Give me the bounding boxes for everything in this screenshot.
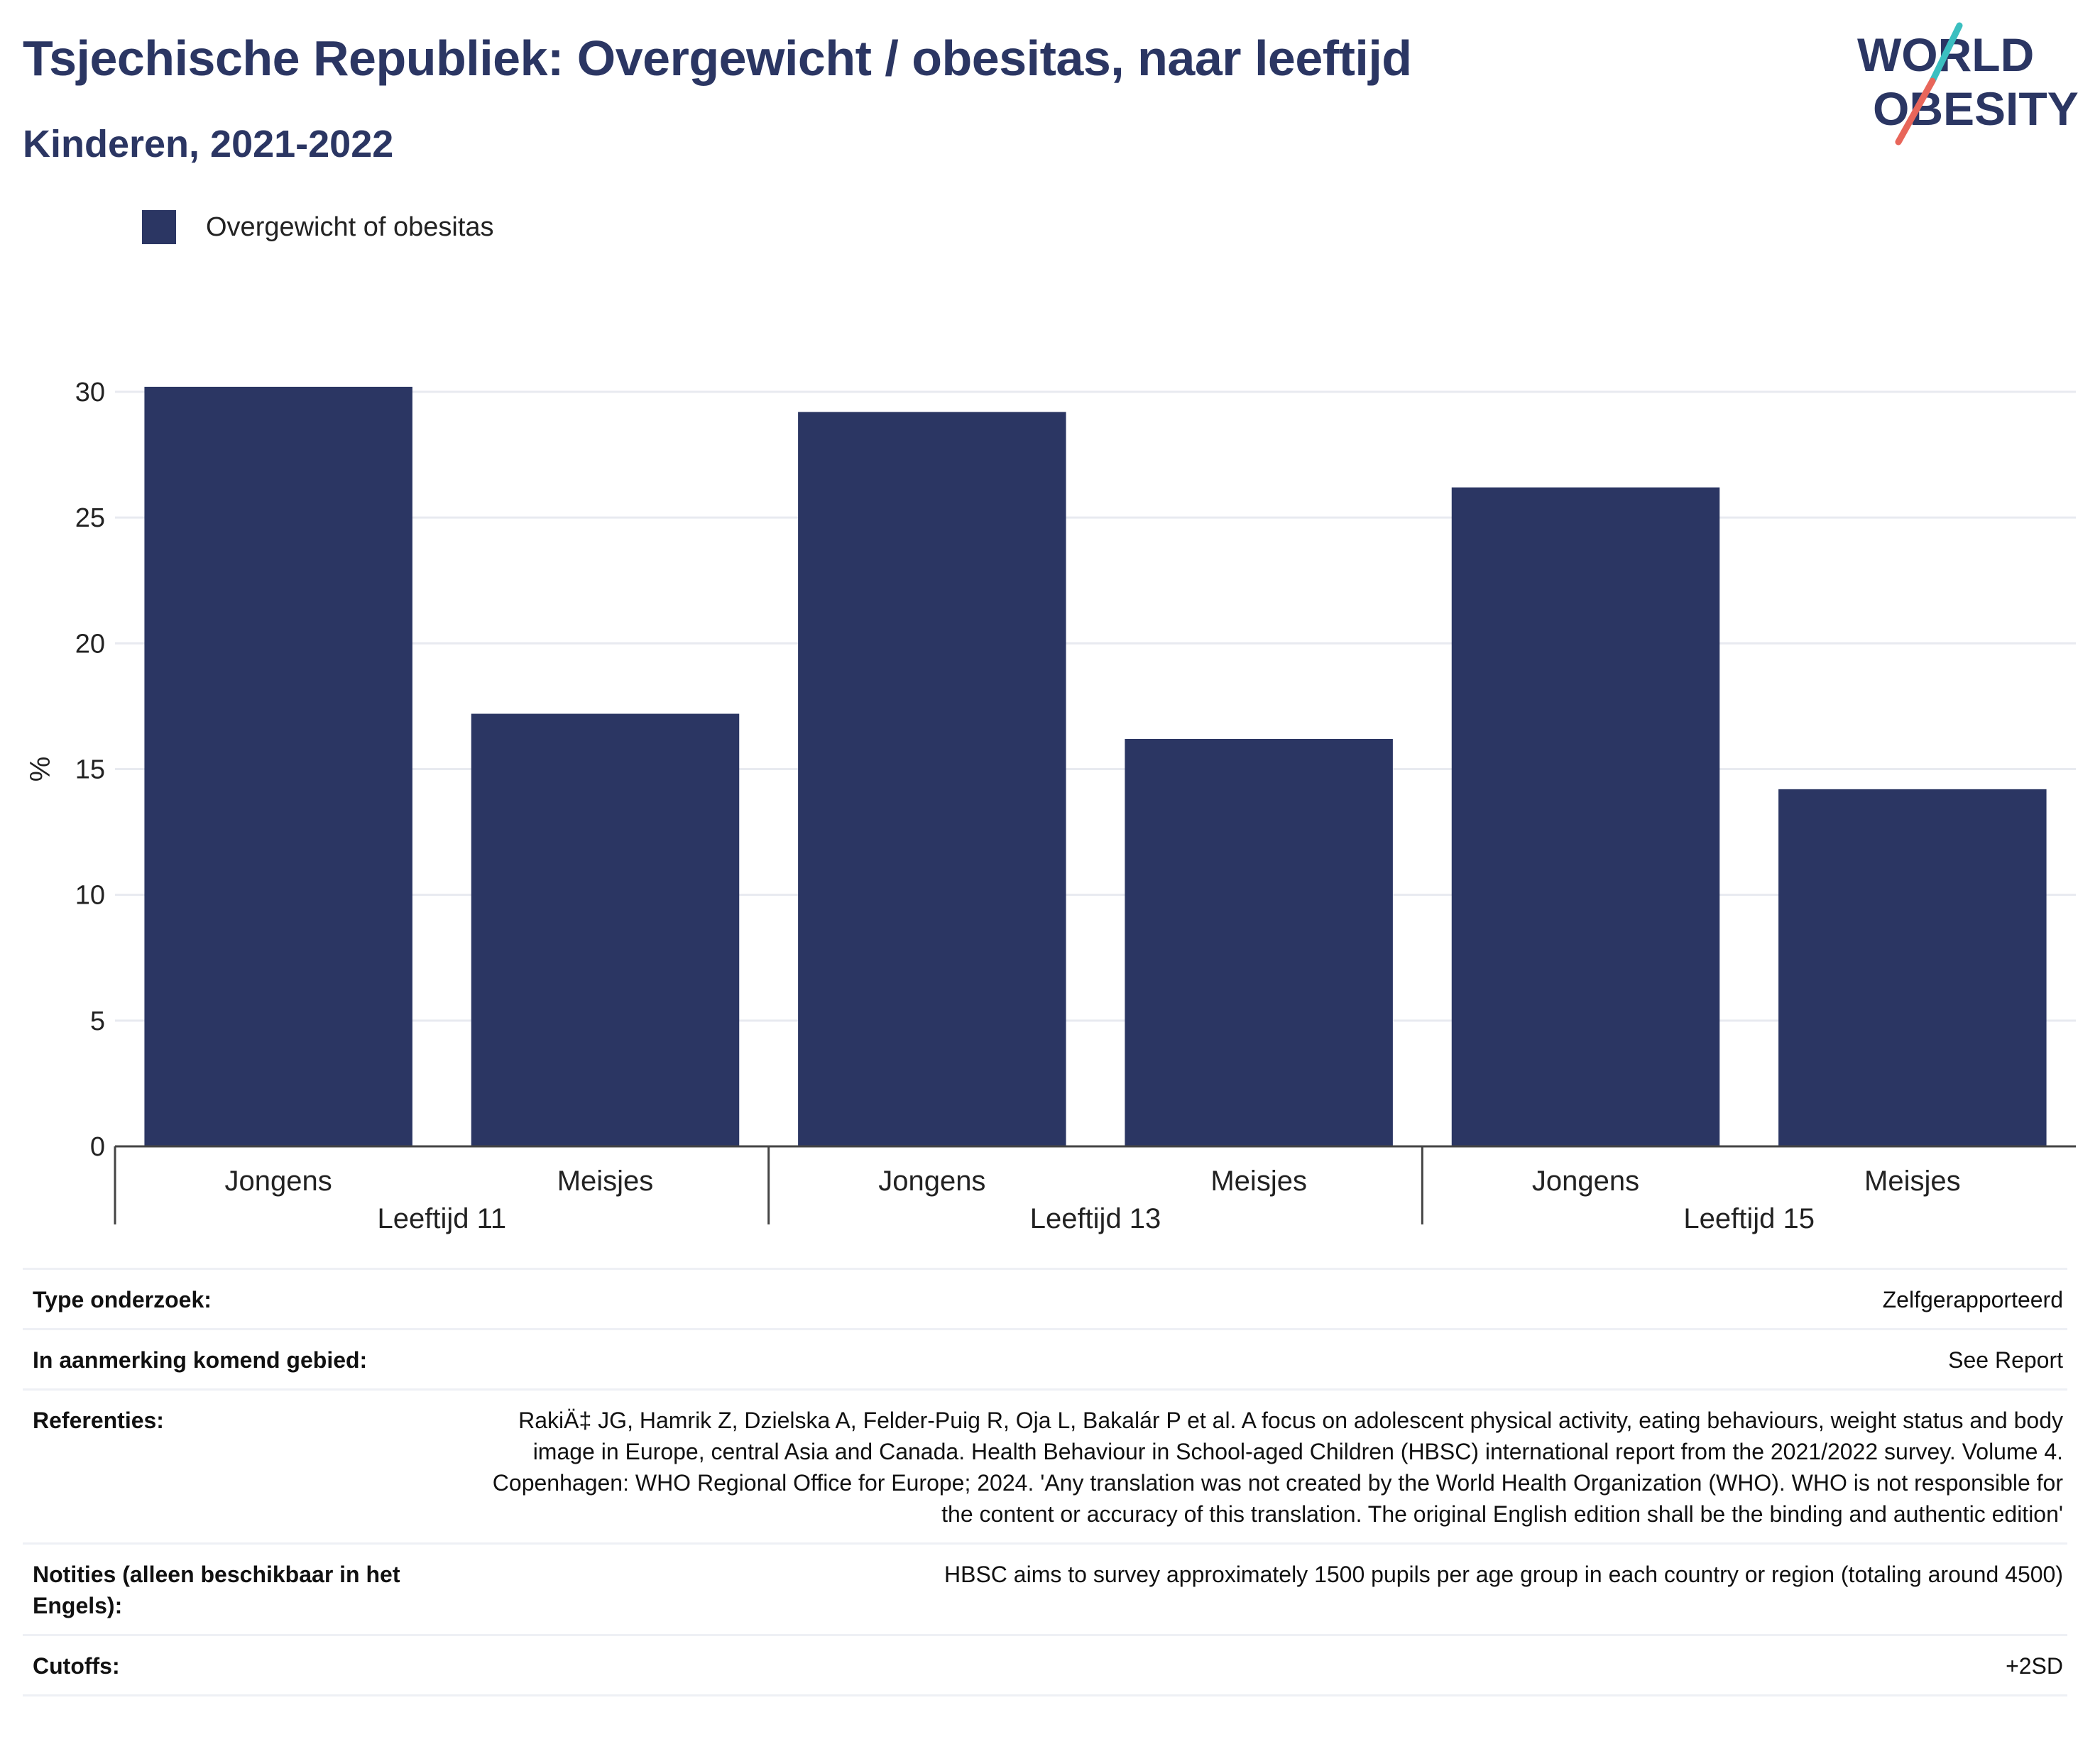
info-key: Referenties: — [33, 1408, 164, 1433]
info-key: Cutoffs: — [33, 1653, 120, 1679]
info-key: In aanmerking komend gebied: — [33, 1347, 368, 1373]
info-key: Type onderzoek: — [33, 1287, 212, 1312]
chart-title: Tsjechische Republiek: Overgewicht / obe… — [23, 31, 1412, 86]
y-axis-title: % — [25, 757, 56, 782]
bar — [144, 386, 412, 1146]
y-tick-label: 25 — [75, 503, 105, 533]
info-value: See Report — [1948, 1347, 2063, 1373]
info-row: Referenties: RakiÄ‡ JG, Hamrik Z, Dzielsk… — [23, 1388, 2067, 1542]
bar — [471, 713, 740, 1146]
group-label: Leeftijd 11 — [378, 1203, 507, 1234]
bar-chart: 0 5 10 15 20 25 30% Jongens Meisjes Jongens Meisje… — [25, 378, 2076, 1234]
info-key: Notities (alleen beschikbaar in het Enge… — [33, 1562, 400, 1618]
y-tick-label: 15 — [75, 755, 105, 785]
logo-teal-slash — [1929, 22, 1963, 84]
info-value: HBSC aims to survey approximately 1500 p… — [944, 1562, 2063, 1587]
chart-subtitle: Kinderen, 2021-2022 — [23, 123, 394, 165]
x-tick-label: Jongens — [225, 1166, 332, 1197]
legend-swatch — [142, 210, 176, 244]
y-tick-label: 30 — [75, 378, 105, 407]
y-tick-label: 5 — [90, 1007, 105, 1036]
info-value: +2SD — [2006, 1653, 2063, 1679]
info-table: Type onderzoek: Zelfgerapporteerd In aanme… — [23, 1268, 2067, 1696]
logo-coral-slash — [1895, 77, 1936, 146]
info-row: In aanmerking komend gebied: See Report — [23, 1328, 2067, 1388]
x-tick-label: Jongens — [1532, 1166, 1639, 1197]
legend: Overgewicht of obesitas — [142, 210, 494, 244]
info-value: RakiÄ‡ JG, Hamrik Z, Dzielska A, Felder-… — [492, 1408, 2063, 1527]
x-tick-label: Jongens — [878, 1166, 985, 1197]
info-row: Cutoffs: +2SD — [23, 1634, 2067, 1696]
bar — [798, 412, 1066, 1146]
y-tick-label: 20 — [75, 629, 105, 659]
bar — [1125, 738, 1393, 1146]
x-tick-label: Meisjes — [1864, 1166, 1961, 1197]
y-tick-label: 10 — [75, 881, 105, 911]
group-label: Leeftijd 15 — [1683, 1203, 1815, 1234]
world-obesity-logo: WORLD OBESITY — [1857, 22, 2079, 146]
bar — [1778, 789, 2047, 1146]
x-tick-label: Meisjes — [557, 1166, 654, 1197]
info-row: Type onderzoek: Zelfgerapporteerd — [23, 1268, 2067, 1328]
x-tick-label: Meisjes — [1210, 1166, 1307, 1197]
info-row: Notities (alleen beschikbaar in het Enge… — [23, 1542, 2067, 1634]
legend-label: Overgewicht of obesitas — [206, 212, 494, 242]
info-value: Zelfgerapporteerd — [1882, 1287, 2063, 1312]
bar — [1451, 487, 1720, 1146]
group-label: Leeftijd 13 — [1030, 1203, 1161, 1234]
y-tick-label: 0 — [90, 1132, 105, 1162]
